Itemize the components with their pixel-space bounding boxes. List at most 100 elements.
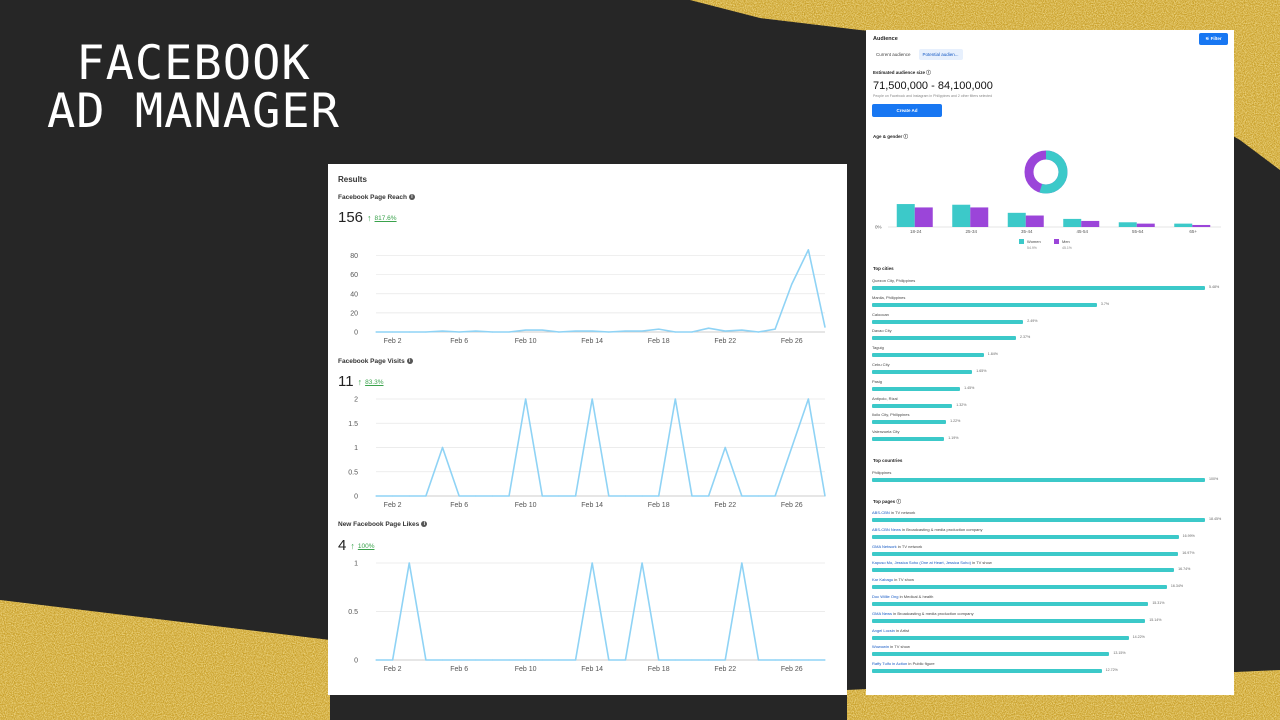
bar-fill	[872, 635, 1129, 640]
list-item: Cebu City 1.65%	[872, 362, 1227, 376]
title-line-2: AD MANAGER	[47, 84, 340, 139]
info-icon[interactable]: ⓘ	[926, 70, 931, 75]
page-list-item: Raffy Tulfo in Action in Public figure 12…	[872, 661, 1227, 675]
data-point	[707, 327, 710, 329]
item-label: Pasig	[872, 378, 883, 384]
data-point	[757, 331, 760, 333]
bar-value: 15.14%	[1149, 617, 1162, 622]
list-item: Manila, Philippines 3.7%	[872, 295, 1227, 309]
data-point	[774, 328, 776, 330]
list-item: Davao City 2.37%	[872, 328, 1227, 342]
data-point	[425, 331, 427, 333]
bar-fill	[872, 669, 1102, 674]
age-gender-bar-chart: 0% 18-24 25-34 35-44 45-54 55-64 65+	[875, 204, 1221, 234]
reach-change[interactable]: 817.6%	[374, 214, 397, 222]
page-link[interactable]: Angel Locsin	[872, 627, 895, 633]
page-link[interactable]: ABS-CBN	[872, 510, 890, 515]
bar-fill	[872, 437, 945, 442]
estimated-size-label: Estimated audience size ⓘ	[873, 70, 931, 75]
y-tick-label: 20	[350, 310, 358, 317]
y-tick-label: 0	[354, 658, 358, 665]
y-tick-label: 2	[354, 397, 358, 404]
likes-change[interactable]: 100%	[357, 542, 375, 550]
list-item: Valenzuela City 1.19%	[872, 429, 1227, 443]
donut-slice-women	[1024, 150, 1068, 194]
item-label: Quezon City, Philippines	[872, 278, 916, 283]
data-point	[491, 659, 494, 661]
item-label: Wowowin in TV show	[872, 644, 910, 650]
data-point	[791, 283, 793, 285]
x-tick-label: 35-44	[1021, 229, 1033, 234]
audience-range: 71,500,000 - 84,100,000	[873, 80, 993, 92]
list-item: Antipolo, Rizal 1.32%	[872, 396, 1227, 410]
y-tick-label: 0.5	[348, 609, 358, 616]
item-label: GMA Network in TV network	[872, 543, 923, 549]
data-point	[491, 331, 494, 333]
bar-fill	[872, 336, 1017, 341]
data-point	[525, 659, 527, 661]
x-tick-label: Feb 26	[781, 338, 803, 345]
page-link[interactable]: GMA News	[872, 610, 893, 616]
info-icon[interactable]: ⓘ	[903, 134, 909, 139]
bar-fill	[872, 286, 1205, 290]
data-point	[392, 331, 394, 333]
data-point	[541, 329, 543, 331]
bar-men	[1136, 223, 1155, 227]
data-point	[425, 659, 427, 661]
page-link[interactable]: Doc Willie Ong	[872, 594, 899, 599]
data-point	[608, 659, 610, 661]
bar-value: 1.32%	[956, 402, 967, 407]
page-link[interactable]: Wowowin	[872, 644, 890, 650]
visits-change[interactable]: 83.3%	[365, 378, 384, 386]
x-tick-label: Feb 14	[581, 338, 603, 345]
data-point	[558, 331, 560, 333]
y-tick-label: 0	[354, 494, 358, 501]
item-label: Iloilo City, Philippines	[872, 412, 910, 418]
item-label: Kapuso Mo, Jessica Soho (One at Heart, J…	[872, 560, 992, 566]
bar-value: 3.7%	[1100, 301, 1110, 306]
audience-tabs: Current audience Potential audien...	[872, 49, 963, 60]
bar-value: 1.19%	[948, 436, 959, 441]
data-point	[375, 495, 377, 497]
create-ad-button[interactable]: Create Ad	[872, 104, 942, 117]
data-point	[558, 659, 560, 661]
page-link[interactable]: Raffy Tulfo in Action	[872, 661, 908, 667]
data-point	[574, 330, 577, 332]
tab-potential-audience[interactable]: Potential audien...	[918, 49, 963, 60]
page-link[interactable]: Kar Kabagu	[872, 577, 894, 583]
filter-button[interactable]: ⚟ Filter	[1199, 33, 1228, 45]
x-tick-label: Feb 10	[515, 338, 537, 345]
top-countries-title: Top countries	[873, 458, 903, 463]
page-list-item: Kar Kabagu in TV show 16.34%	[872, 577, 1227, 591]
list-item: Quezon City, Philippines 5.48%	[872, 278, 1227, 292]
visits-chart-title: Facebook Page Visits i	[338, 358, 413, 365]
results-heading: Results	[338, 175, 367, 184]
info-icon[interactable]: ⓘ	[896, 499, 901, 504]
bar-value: 16.34%	[1170, 584, 1184, 589]
data-point	[375, 659, 377, 661]
data-point	[707, 495, 710, 497]
info-icon[interactable]: i	[409, 194, 415, 201]
bar-fill	[872, 568, 1175, 573]
data-point	[574, 659, 577, 661]
tab-current-audience[interactable]: Current audience	[876, 52, 911, 57]
info-icon[interactable]: i	[406, 358, 413, 365]
info-icon[interactable]: i	[421, 521, 428, 528]
item-label: Antipolo, Rizal	[872, 395, 898, 401]
bar-fill	[872, 420, 947, 425]
page-link[interactable]: GMA Network	[872, 543, 897, 549]
data-point	[458, 659, 460, 661]
page-list-item: Kapuso Mo, Jessica Soho (One at Heart, J…	[872, 560, 1227, 574]
bar-value: 2.49%	[1027, 318, 1038, 323]
data-point	[408, 331, 410, 333]
page-link[interactable]: Kapuso Mo, Jessica Soho (One at Heart, J…	[872, 560, 971, 566]
audience-title: Audience	[873, 36, 898, 42]
data-point	[458, 331, 460, 333]
page-link[interactable]: ABS-CBN News	[872, 526, 901, 532]
data-point	[475, 330, 477, 332]
data-point	[658, 328, 660, 330]
list-item: Caloocan 2.49%	[872, 312, 1227, 326]
data-point	[475, 659, 477, 661]
series-line	[376, 249, 826, 333]
bar-men	[970, 207, 989, 227]
